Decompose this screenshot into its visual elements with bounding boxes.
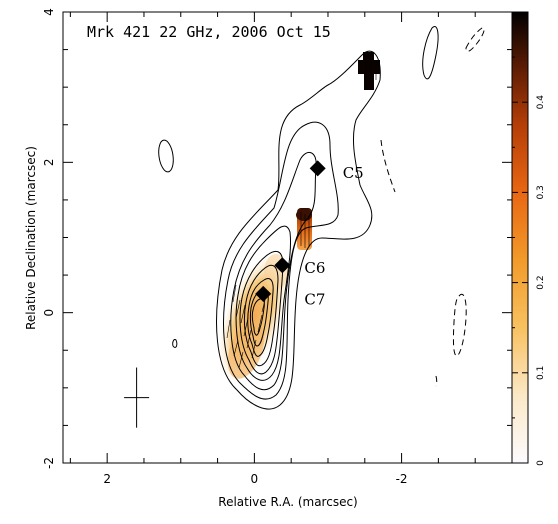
x-axis-label: Relative R.A. (marcsec) [218,495,357,509]
component-marker-c5 [309,160,326,177]
plot-frame [62,11,513,464]
colorbar-label: 0 [536,460,546,466]
colorbar-ticks [512,56,528,464]
axes [63,11,513,464]
component-label-c7: C7 [304,290,325,308]
y-tick-label: -2 [42,457,56,469]
y-tick-label: 4 [42,8,56,16]
x-tick-label: 2 [103,472,111,486]
component-markers: C5 C6 C7 [255,160,364,308]
component-marker-c7 [255,285,272,302]
tick-labels: 2 0 -2 -2 0 2 4 [42,8,408,486]
component-label-c5: C5 [343,164,364,182]
colorbar-label: 0.1 [536,366,546,380]
colorbar-label: 0.4 [536,95,546,110]
colorbar-labels: 0 0.1 0.2 0.3 0.4 [536,95,546,466]
x-tick-label: -2 [396,472,408,486]
component-marker-c6 [274,257,291,274]
polarization-vectors [226,54,377,369]
y-tick-label: 0 [42,309,56,317]
y-tick-label: 2 [42,159,56,167]
x-tick-label: 0 [251,472,259,486]
component-label-c6: C6 [304,259,325,277]
chart-title: Mrk 421 22 GHz, 2006 Oct 15 [87,23,331,41]
y-axis-label: Relative Declination (marcsec) [24,146,38,330]
colorbar-label: 0.2 [536,275,546,289]
colorbar-label: 0.3 [536,185,546,199]
beam-cross [124,367,150,428]
